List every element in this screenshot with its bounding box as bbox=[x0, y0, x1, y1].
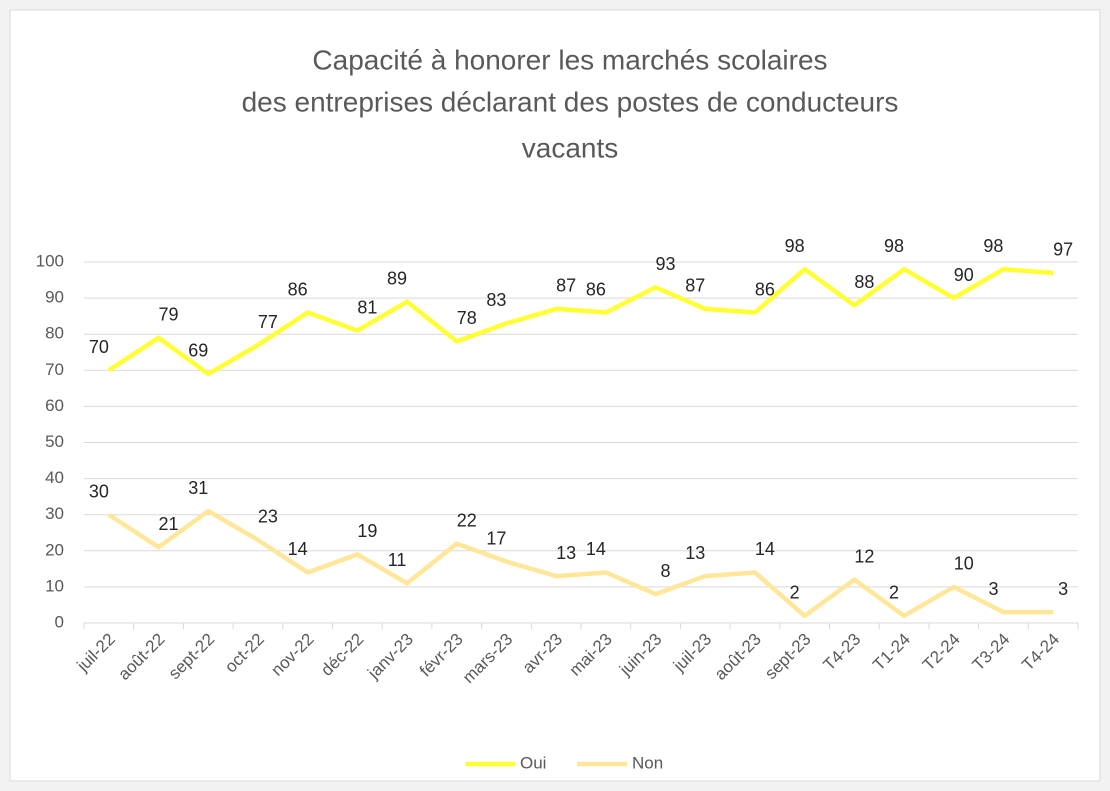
data-label: 30 bbox=[89, 481, 109, 501]
data-label: 22 bbox=[457, 510, 477, 530]
data-label: 2 bbox=[889, 583, 899, 603]
data-label: 8 bbox=[661, 561, 671, 581]
data-label: 14 bbox=[755, 539, 775, 559]
data-label: 17 bbox=[486, 528, 506, 548]
data-label: 14 bbox=[586, 539, 606, 559]
data-label: 70 bbox=[89, 337, 109, 357]
data-label: 88 bbox=[854, 272, 874, 292]
data-label: 79 bbox=[159, 305, 179, 325]
data-label: 78 bbox=[457, 308, 477, 328]
data-label: 86 bbox=[586, 279, 606, 299]
data-label: 19 bbox=[357, 521, 377, 541]
chart-title: Capacité à honorer les marchés scolaires bbox=[312, 44, 827, 75]
data-label: 3 bbox=[988, 579, 998, 599]
data-label: 98 bbox=[884, 236, 904, 256]
y-tick-label: 60 bbox=[45, 396, 64, 415]
data-label: 93 bbox=[656, 254, 676, 274]
data-label: 69 bbox=[188, 341, 208, 361]
legend-label: Non bbox=[632, 753, 663, 772]
data-label: 86 bbox=[755, 279, 775, 299]
chart-title: vacants bbox=[522, 132, 619, 163]
series-line bbox=[107, 508, 1054, 619]
series-line bbox=[107, 266, 1054, 377]
y-tick-label: 50 bbox=[45, 432, 64, 451]
data-label: 98 bbox=[785, 236, 805, 256]
data-label: 87 bbox=[556, 276, 576, 296]
data-label: 90 bbox=[954, 265, 974, 285]
data-label: 87 bbox=[685, 276, 705, 296]
data-label: 11 bbox=[388, 550, 407, 570]
y-tick-label: 70 bbox=[45, 360, 64, 379]
y-tick-label: 90 bbox=[45, 288, 64, 307]
y-tick-label: 20 bbox=[45, 540, 64, 559]
data-label: 81 bbox=[357, 297, 377, 317]
legend-label: Oui bbox=[520, 753, 546, 772]
data-label: 14 bbox=[288, 539, 308, 559]
data-label: 13 bbox=[685, 543, 705, 563]
y-tick-label: 100 bbox=[36, 251, 64, 270]
data-label: 21 bbox=[159, 514, 179, 534]
chart-area bbox=[9, 9, 1101, 782]
data-label: 3 bbox=[1058, 579, 1068, 599]
data-label: 98 bbox=[983, 236, 1003, 256]
data-label: 77 bbox=[258, 312, 278, 332]
y-tick-label: 10 bbox=[45, 576, 64, 595]
data-label: 10 bbox=[954, 554, 974, 574]
data-label: 97 bbox=[1053, 240, 1073, 260]
chart-title: des entreprises déclarant des postes de … bbox=[242, 86, 899, 117]
data-label: 13 bbox=[556, 543, 576, 563]
data-label: 89 bbox=[387, 268, 407, 288]
y-tick-label: 40 bbox=[45, 468, 64, 487]
data-label: 86 bbox=[288, 279, 308, 299]
y-tick-label: 80 bbox=[45, 324, 64, 343]
data-label: 2 bbox=[790, 583, 800, 603]
y-tick-label: 0 bbox=[55, 612, 64, 631]
data-label: 83 bbox=[486, 290, 506, 310]
data-label: 12 bbox=[854, 546, 874, 566]
y-tick-label: 30 bbox=[45, 504, 64, 523]
data-label: 31 bbox=[188, 478, 208, 498]
data-label: 23 bbox=[258, 507, 278, 527]
